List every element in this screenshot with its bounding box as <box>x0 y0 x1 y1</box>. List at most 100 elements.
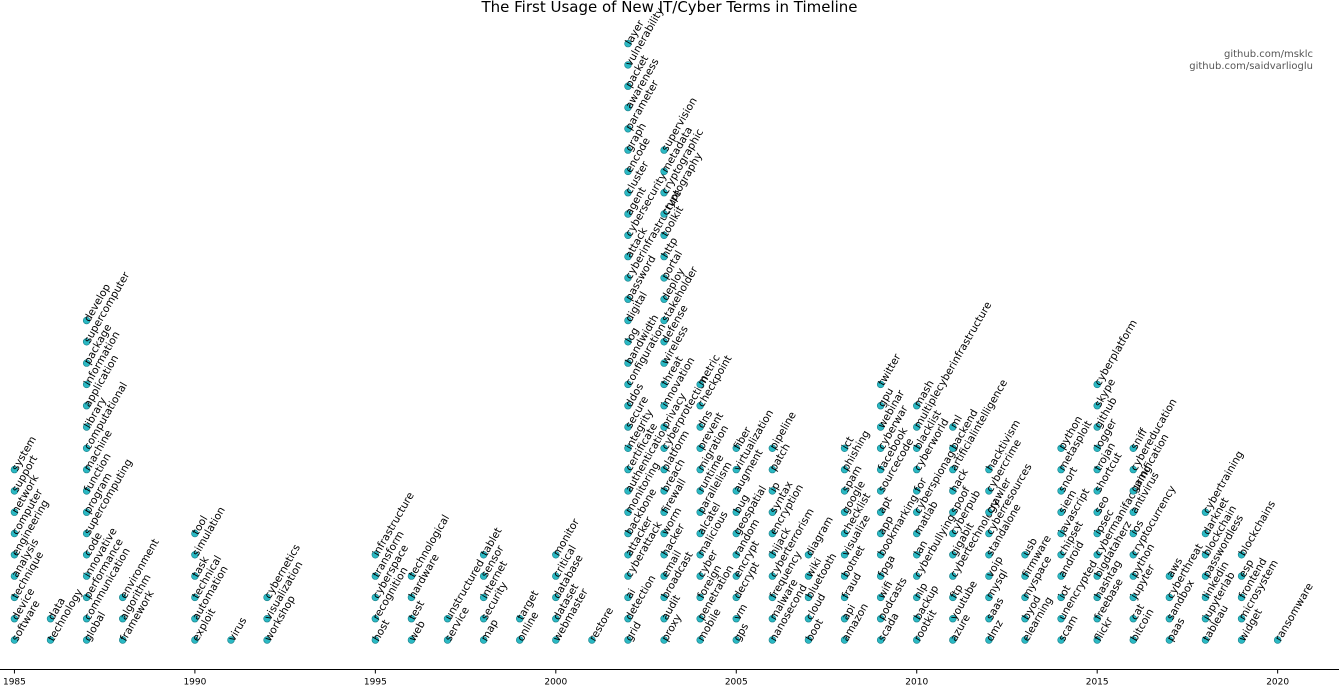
term-point <box>732 551 740 559</box>
term-point <box>1201 529 1210 538</box>
term-point <box>913 614 921 623</box>
term-point <box>624 508 632 516</box>
term-point <box>985 551 993 559</box>
term-point <box>660 252 668 261</box>
term-label: virus <box>226 615 249 643</box>
term-point <box>732 444 740 452</box>
term-point <box>1129 614 1137 623</box>
x-tick-label: 2010 <box>905 678 928 687</box>
term-point <box>191 529 199 538</box>
term-point <box>696 508 704 516</box>
term-point <box>768 593 777 602</box>
term-point <box>840 551 849 559</box>
term-point <box>876 593 885 602</box>
term-point <box>624 359 632 367</box>
term-point <box>82 529 91 538</box>
term-point <box>263 614 271 623</box>
term-point <box>1093 487 1101 495</box>
term-point <box>624 614 632 623</box>
term-point <box>660 636 668 644</box>
term-point <box>1021 572 1029 580</box>
term-label: twitter <box>876 351 904 388</box>
term-point <box>1093 572 1101 580</box>
term-point <box>1057 572 1065 580</box>
term-point <box>82 465 91 474</box>
term-point <box>191 572 199 580</box>
term-point <box>696 614 704 623</box>
term-point <box>1093 402 1101 410</box>
x-tick-label: 2005 <box>725 678 748 687</box>
term-point <box>191 593 199 602</box>
term-point <box>840 465 849 474</box>
term-point <box>46 636 55 644</box>
term-point <box>876 572 885 580</box>
term-point <box>624 167 632 176</box>
term-point <box>1201 636 1210 644</box>
term-point <box>768 614 777 623</box>
term-point <box>371 572 380 580</box>
term-point <box>588 636 596 644</box>
term-point <box>407 593 416 602</box>
term-point <box>82 316 91 325</box>
term-point <box>660 189 668 197</box>
term-point <box>1165 636 1174 644</box>
term-point <box>660 572 668 580</box>
term-point <box>1093 636 1101 644</box>
term-point <box>913 423 921 431</box>
term-point <box>407 572 416 580</box>
term-point <box>1129 636 1137 644</box>
term-point <box>552 551 560 559</box>
term-point <box>479 636 488 644</box>
term-point <box>1057 636 1065 644</box>
term-point <box>804 551 813 559</box>
term-point <box>10 593 19 602</box>
term-point <box>913 551 921 559</box>
term-point <box>371 636 380 644</box>
term-point <box>913 444 921 452</box>
term-point <box>660 167 668 176</box>
term-point <box>985 508 993 516</box>
term-point <box>660 338 668 346</box>
term-label: ml <box>948 413 965 430</box>
term-point <box>371 593 380 602</box>
term-point <box>82 402 91 410</box>
term-point <box>1093 465 1101 474</box>
term-point <box>660 359 668 367</box>
term-point <box>696 593 704 602</box>
term-point <box>10 551 19 559</box>
term-point <box>804 593 813 602</box>
term-point <box>840 572 849 580</box>
term-point <box>732 465 740 474</box>
term-point <box>1165 593 1174 602</box>
term-point <box>1165 572 1174 580</box>
term-point <box>949 529 957 538</box>
term-point <box>82 338 91 346</box>
term-point <box>1057 465 1065 474</box>
term-point <box>840 614 849 623</box>
term-point <box>1201 551 1210 559</box>
term-point <box>10 529 19 538</box>
term-point <box>660 210 668 218</box>
term-point <box>119 614 127 623</box>
x-tick-label: 1995 <box>364 678 387 687</box>
term-point <box>407 614 416 623</box>
term-point <box>82 444 91 452</box>
term-point <box>479 593 488 602</box>
term-point <box>624 572 632 580</box>
term-point <box>1237 572 1246 580</box>
term-point <box>913 402 921 410</box>
term-point <box>1057 529 1065 538</box>
term-point <box>1129 508 1137 516</box>
term-point <box>479 551 488 559</box>
term-point <box>624 274 632 282</box>
term-point <box>913 465 921 474</box>
term-point <box>1129 551 1137 559</box>
term-point <box>876 529 885 538</box>
term-point <box>696 444 704 452</box>
term-point <box>263 593 271 602</box>
term-point <box>876 487 885 495</box>
term-point <box>624 551 632 559</box>
term-point <box>1129 487 1137 495</box>
term-point <box>804 614 813 623</box>
term-point <box>191 614 199 623</box>
